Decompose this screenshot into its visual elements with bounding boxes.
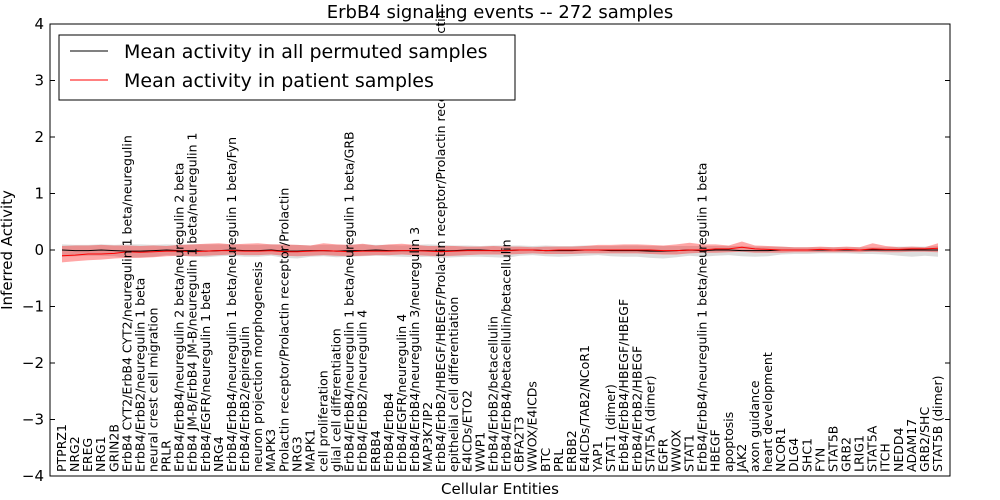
- x-category-label: FYN: [812, 448, 827, 472]
- legend: Mean activity in all permuted samples Me…: [58, 34, 516, 101]
- x-category-label: NCOR1: [773, 427, 788, 472]
- x-category-label: STAT1: [682, 434, 697, 472]
- x-category-label: EREG: [80, 438, 95, 472]
- x-category-label: PRL: [551, 449, 566, 472]
- x-category-label: ErbB4/EGFR/neuregulin 4: [394, 314, 409, 472]
- x-category-label: ErbB4 JM-B/ErbB4 JM-B/neuregulin 1 beta/…: [185, 133, 200, 472]
- x-category-label: neuron projection morphogenesis: [250, 261, 265, 472]
- x-category-label: STAT5B: [825, 426, 840, 472]
- y-tick-label: −2: [22, 354, 44, 372]
- x-category-label: glial cell differentiation: [329, 328, 344, 472]
- x-category-label: LRIG1: [852, 435, 867, 472]
- x-category-label: heart development: [760, 352, 775, 472]
- x-category-label: ErbB4/ErbB2/betacellulin: [486, 316, 501, 472]
- x-category-label: NRG1: [93, 436, 108, 472]
- y-tick-label: 0: [34, 241, 44, 259]
- y-tick-label: −3: [22, 411, 44, 429]
- y-axis: −4 −3 −2 −1 0 1 2 3 4: [22, 15, 950, 485]
- x-category-label: NRG3: [289, 436, 304, 472]
- x-category-label: NRG2: [67, 436, 82, 472]
- x-category-label: ErbB4/ErbB4: [381, 393, 396, 472]
- x-category-label: MAP3K7IP2: [420, 402, 435, 472]
- x-category-label: GRB2/SHC: [917, 407, 932, 472]
- x-category-label: ErbB4/ErbB4/neuregulin 1 beta/neuregulin…: [695, 163, 710, 472]
- x-category-label: ErbB4/ErbB2/HBEGF/HBEGF/Prolactin recept…: [433, 10, 448, 472]
- x-category-label: ADAM17: [904, 419, 919, 472]
- x-category-label: STAT1 (dimer): [603, 384, 618, 472]
- x-category-label: BTC: [538, 448, 553, 472]
- x-category-label: ErbB4/EGFR/neuregulin 1 beta: [198, 282, 213, 472]
- x-category-label: GRB2: [839, 437, 854, 472]
- x-category-label: NEDD4: [891, 428, 906, 472]
- x-category-label: PRLR: [159, 440, 174, 472]
- x-category-label: SHC1: [799, 438, 814, 472]
- x-category-label: ERBB4: [368, 430, 383, 472]
- x-category-label: ErbB4/ErbB2/HBEGF: [629, 346, 644, 472]
- y-tick-label: 1: [34, 185, 44, 203]
- x-category-label: E4ICDs/TAB2/NCoR1: [577, 345, 592, 472]
- x-category-label: WWOX/E4ICDs: [525, 381, 540, 472]
- y-tick-label: −4: [22, 467, 44, 485]
- x-category-label: HBEGF: [708, 429, 723, 472]
- x-category-label: ErbB4/ErbB4/neuregulin 1 beta/neuregulin…: [342, 131, 357, 472]
- band-patient: [62, 241, 938, 263]
- x-category-label: cell proliferation: [316, 370, 331, 472]
- x-category-label: NRG4: [211, 436, 226, 472]
- x-category-label: ErbB4/ErbB4/neuregulin 2 beta/neuregulin…: [172, 163, 187, 472]
- y-tick-label: 4: [34, 15, 44, 33]
- x-category-label: ErbB4/ErbB2/neuregulin 1 beta: [132, 278, 147, 472]
- x-category-label: epithelial cell differentiation: [446, 297, 461, 472]
- legend-box: [58, 34, 516, 101]
- y-tick-label: 2: [34, 128, 44, 146]
- confidence-bands: [62, 241, 938, 263]
- x-category-label: ErbB4/ErbB4/neuregulin 3/neuregulin 3: [407, 227, 422, 472]
- x-category-label: ErbB4/ErbB4/betacellulin/betacellulin: [499, 239, 514, 472]
- x-category-label: MAPK1: [302, 429, 317, 472]
- x-category-label: E4ICDs/ETO2: [459, 390, 474, 472]
- band-permuted: [62, 244, 938, 259]
- x-category-label: ErbB4 CYT2/ErbB4 CYT2/neuregulin 1 beta/…: [119, 135, 134, 472]
- x-category-label: PTPRZ1: [54, 424, 69, 472]
- x-category-label: JAK2: [734, 444, 749, 473]
- x-category-label: ITCH: [878, 443, 893, 472]
- x-category-label: YAP1: [590, 441, 605, 473]
- series-lines: [61, 246, 939, 257]
- x-category-label: WWP1: [472, 432, 487, 472]
- x-category-label: Prolactin receptor/Prolactin receptor/Pr…: [276, 188, 291, 472]
- x-category-label: neural crest cell migration: [146, 308, 161, 472]
- x-category-label: STAT5A (dimer): [642, 376, 657, 472]
- y-axis-label: Inferred Activity: [0, 190, 16, 310]
- y-tick-label: 3: [34, 72, 44, 90]
- x-category-label: ErbB4/ErbB2/epiregulin: [237, 326, 252, 472]
- x-category-label: WWOX: [669, 429, 684, 472]
- x-category-label: STAT5B (dimer): [930, 376, 945, 472]
- x-category-label: GRIN2B: [106, 424, 121, 472]
- legend-label-permuted: Mean activity in all permuted samples: [124, 41, 487, 63]
- x-category-label: ErbB4/ErbB2/neuregulin 4: [355, 310, 370, 472]
- x-category-label: ErbB4/ErbB4/HBEGF/HBEGF: [616, 299, 631, 472]
- x-category-label: DLG4: [786, 438, 801, 472]
- chart-title: ErbB4 signaling events -- 272 samples: [327, 2, 674, 23]
- x-axis-label: Cellular Entities: [441, 480, 559, 498]
- y-tick-label: −1: [22, 298, 44, 316]
- legend-label-patient: Mean activity in patient samples: [124, 70, 434, 92]
- x-category-label: CBFA2T3: [512, 417, 527, 472]
- x-category-label: axon guidance: [747, 380, 762, 472]
- x-category-label: apoptosis: [721, 412, 736, 472]
- series-line-patient: [61, 246, 939, 257]
- x-category-label: MAPK3: [263, 429, 278, 472]
- x-category-label: ErbB4/ErbB4/neuregulin 1 beta/neuregulin…: [224, 137, 239, 472]
- x-category-label: STAT5A: [865, 425, 880, 472]
- x-category-label: ERBB2: [564, 430, 579, 472]
- x-category-label: EGFR: [655, 438, 670, 472]
